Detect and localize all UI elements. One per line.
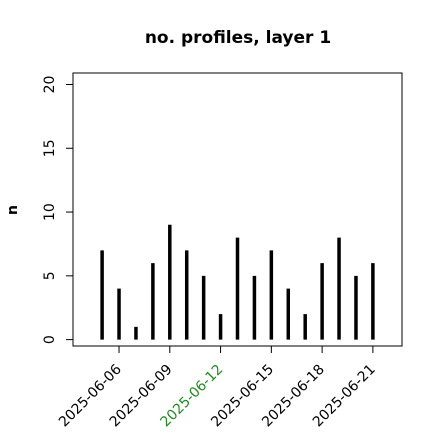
chart-title: no. profiles, layer 1 xyxy=(145,28,331,48)
y-tick-label: 10 xyxy=(42,203,58,221)
y-tick-label: 0 xyxy=(42,335,58,344)
y-tick-label: 20 xyxy=(42,76,58,94)
plot-box xyxy=(72,72,403,347)
y-tick-label: 5 xyxy=(42,271,58,280)
y-tick-label: 15 xyxy=(42,139,58,157)
y-axis-label: n xyxy=(5,205,21,215)
